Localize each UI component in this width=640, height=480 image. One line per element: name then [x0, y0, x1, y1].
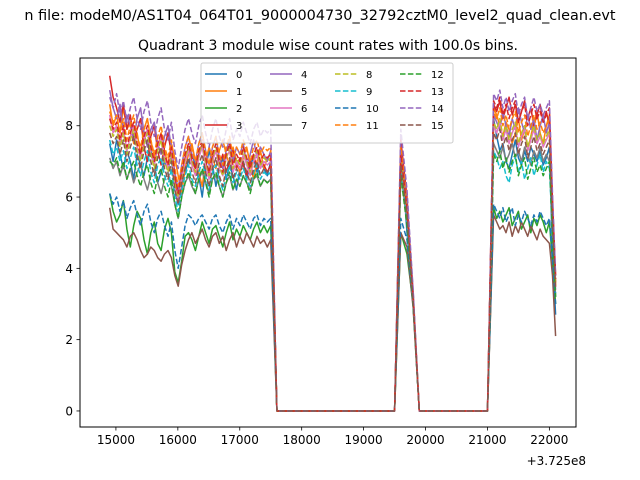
legend-box — [200, 62, 454, 144]
legend-label-5: 5 — [301, 87, 307, 98]
legend-label-0: 0 — [236, 70, 242, 81]
x-tick-label: 15000 — [97, 433, 135, 447]
axes-frame — [79, 57, 577, 428]
legend-label-8: 8 — [366, 70, 372, 81]
legend-label-3: 3 — [236, 121, 242, 132]
legend-label-12: 12 — [431, 70, 444, 81]
series-line-11 — [108, 107, 557, 412]
series-line-6 — [108, 114, 557, 412]
x-tick-label: 16000 — [159, 433, 197, 447]
series-line-8 — [108, 117, 557, 412]
legend-label-14: 14 — [431, 104, 444, 115]
series-line-13 — [108, 96, 557, 412]
x-tick-label: 22000 — [530, 433, 568, 447]
x-tick-label: 20000 — [406, 433, 444, 447]
x-axis: 15000 16000 17000 18000 19000 20000 21000 22000 — [97, 427, 568, 447]
series-line-15 — [108, 128, 557, 412]
series-line-4 — [108, 89, 557, 412]
y-tick-label: 4 — [65, 262, 73, 276]
y-axis: 0 2 4 6 8 — [65, 119, 80, 418]
x-tick-label: 17000 — [221, 433, 259, 447]
legend-label-4: 4 — [301, 70, 307, 81]
legend-label-9: 9 — [366, 87, 372, 98]
series-line-10 — [108, 193, 557, 412]
y-tick-label: 0 — [65, 404, 73, 418]
legend-label-10: 10 — [366, 104, 379, 115]
figure-suptitle: n file: modeM0/AS1T04_064T01_9000004730_… — [24, 8, 615, 24]
series-line-9 — [108, 139, 557, 412]
series-line-7 — [108, 142, 557, 412]
x-offset-label: +3.725e8 — [527, 454, 586, 468]
y-tick-label: 2 — [65, 333, 73, 347]
legend-label-7: 7 — [301, 121, 307, 132]
series-line-5 — [108, 207, 557, 412]
series-line-14 — [108, 89, 557, 412]
legend-label-11: 11 — [366, 121, 379, 132]
x-tick-label: 18000 — [283, 433, 321, 447]
x-tick-label: 19000 — [345, 433, 383, 447]
x-tick-label: 21000 — [468, 433, 506, 447]
plot-area — [108, 75, 557, 412]
y-tick-label: 8 — [65, 119, 73, 133]
chart-title: Quadrant 3 module wise count rates with … — [138, 38, 518, 54]
legend-label-2: 2 — [236, 104, 242, 115]
legend-label-6: 6 — [301, 104, 307, 115]
legend-label-13: 13 — [431, 87, 444, 98]
y-tick-label: 6 — [65, 191, 73, 205]
legend-label-1: 1 — [236, 87, 242, 98]
legend-label-15: 15 — [431, 121, 444, 132]
